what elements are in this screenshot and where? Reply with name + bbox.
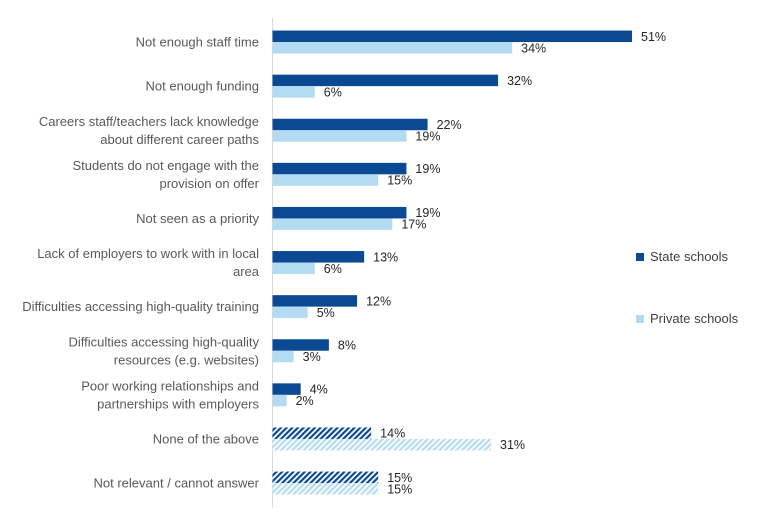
value-label-state: 13% — [373, 250, 398, 264]
bar-private — [272, 130, 407, 142]
bar-private — [272, 174, 379, 186]
bar-private — [272, 86, 315, 98]
bar-state — [272, 251, 365, 263]
value-label-state: 4% — [310, 383, 328, 397]
value-label-state: 8% — [338, 339, 356, 353]
bar-private — [272, 438, 492, 451]
bar-private — [272, 394, 287, 407]
category-label: Not enough staff time — [136, 35, 259, 50]
bar-state — [272, 427, 372, 439]
bar-private — [272, 483, 379, 495]
value-label-private: 34% — [521, 41, 546, 55]
bar-state — [272, 339, 329, 351]
legend-swatch-private — [636, 314, 644, 323]
category-label: Not relevant / cannot answer — [94, 476, 260, 491]
bar-state — [272, 206, 407, 219]
value-label-state: 19% — [415, 206, 440, 220]
bar-private — [272, 306, 308, 319]
category-label: Difficulties accessing high-quality trai… — [22, 299, 259, 314]
category-label: Careers staff/teachers lack knowledge abo… — [39, 114, 260, 147]
value-label-private: 17% — [401, 218, 426, 232]
value-label-state: 15% — [387, 471, 412, 485]
bar-state — [272, 30, 632, 43]
value-label-private: 31% — [500, 438, 525, 452]
value-label-state: 51% — [641, 30, 666, 44]
value-label-private: 5% — [317, 306, 335, 320]
value-label-private: 6% — [324, 262, 342, 276]
category-label: Students do not engage with the provision… — [73, 158, 260, 191]
value-label-state: 12% — [366, 294, 391, 308]
bar-private — [272, 350, 294, 363]
bars — [272, 30, 632, 495]
category-label: Difficulties accessing high-quality resou… — [68, 334, 259, 367]
legend-swatch-state — [636, 252, 644, 261]
legend-label-private: Private schools — [650, 311, 739, 326]
category-label: Not enough funding — [146, 79, 259, 94]
bar-state — [272, 162, 407, 175]
bar-private — [272, 42, 513, 54]
legend-item-state: State schools — [636, 249, 728, 264]
category-label: Lack of employers to work with in local a… — [37, 246, 260, 279]
value-label-private: 6% — [324, 85, 342, 99]
value-label-private: 19% — [415, 130, 440, 144]
legend-item-private: Private schools — [636, 311, 738, 326]
value-label-private: 3% — [303, 350, 321, 364]
bar-state — [272, 118, 428, 131]
bar-state — [272, 74, 499, 87]
value-label-state: 22% — [437, 118, 462, 132]
bar-state — [272, 383, 301, 395]
category-labels: Not enough staff time Not enough funding C… — [22, 35, 260, 491]
bar-state — [272, 295, 358, 307]
value-label-state: 32% — [507, 74, 532, 88]
bar-private — [272, 218, 393, 230]
category-label: Not seen as a priority — [136, 211, 259, 226]
bar-private — [272, 262, 315, 275]
category-label: Poor working relationships and partnershi… — [81, 378, 259, 411]
value-labels: 51%34%32%6%22%19%19%15%19%17%13%6%12%5%8… — [296, 30, 666, 496]
value-label-state: 19% — [415, 162, 440, 176]
value-label-private: 2% — [296, 394, 314, 408]
legend-label-state: State schools — [650, 249, 729, 264]
bar-state — [272, 471, 379, 484]
category-label: None of the above — [153, 431, 259, 446]
value-label-private: 15% — [387, 482, 412, 496]
value-label-private: 15% — [387, 174, 412, 188]
value-label-state: 14% — [380, 427, 405, 441]
